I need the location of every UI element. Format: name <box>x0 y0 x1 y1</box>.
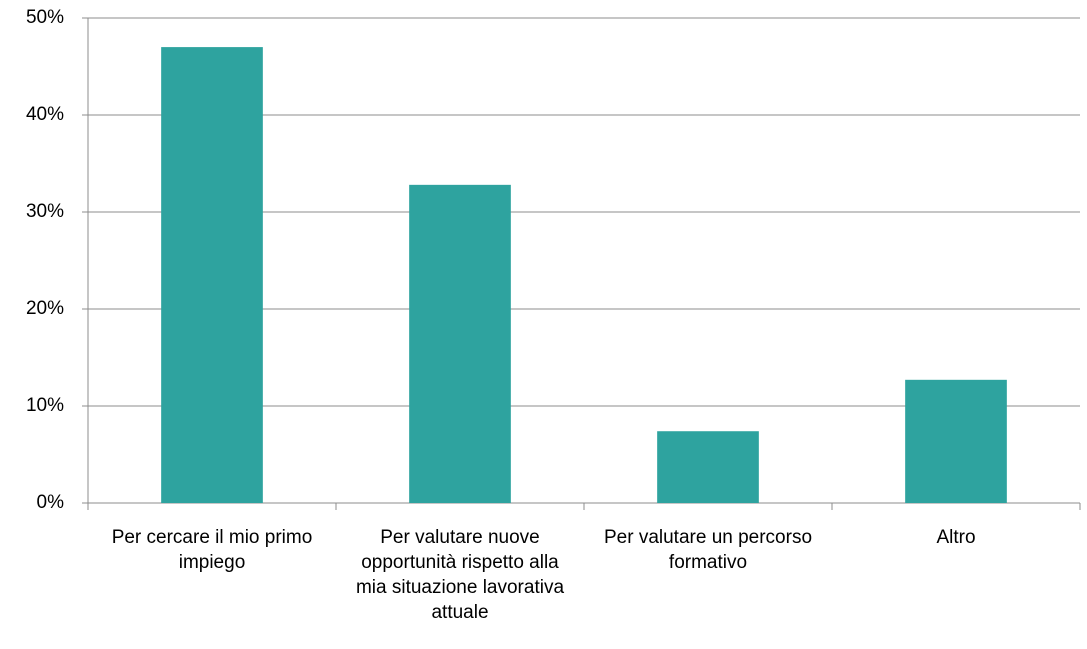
x-tick-label: Altro <box>936 527 976 548</box>
bar <box>657 431 759 503</box>
y-tick-label: 40% <box>26 104 64 125</box>
y-tick-label: 10% <box>26 395 64 416</box>
x-tick-label: Per valutare un percorso formativo <box>603 527 813 573</box>
x-tick-label: Per cercare il mio primo impiego <box>111 527 313 573</box>
y-tick-label: 0% <box>37 492 65 513</box>
y-tick-label: 20% <box>26 298 64 319</box>
bar <box>905 379 1007 503</box>
bar <box>161 47 263 503</box>
y-tick-label: 30% <box>26 201 64 222</box>
x-tick-label: Per valutare nuove opportunità rispetto … <box>355 527 565 623</box>
bar <box>409 184 511 503</box>
y-tick-label: 50% <box>26 7 64 28</box>
